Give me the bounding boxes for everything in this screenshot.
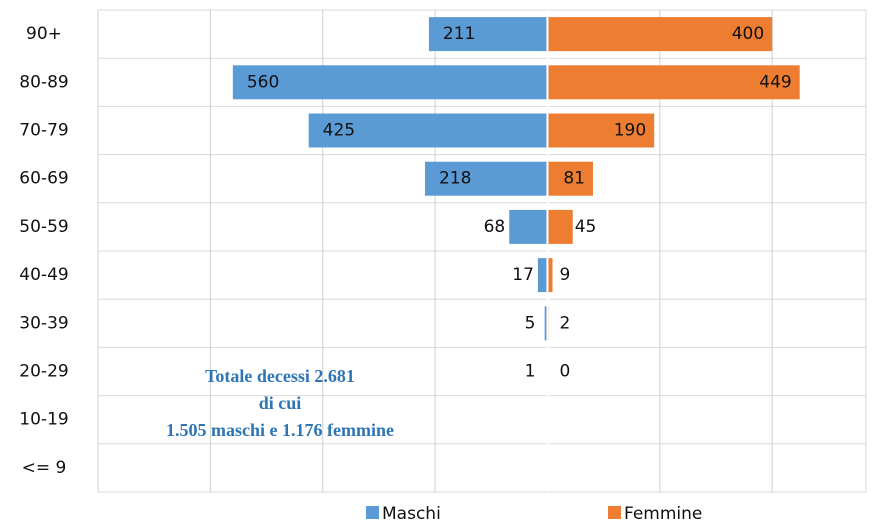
y-tick-label: 10-19 (19, 410, 68, 430)
bar (537, 258, 548, 293)
annotation: Totale decessi 2.681 (205, 366, 355, 386)
bar (308, 113, 548, 148)
data-label: 190 (614, 121, 646, 141)
bar (428, 17, 548, 52)
bar (544, 306, 548, 341)
data-label: 218 (439, 169, 471, 189)
bar (232, 65, 548, 100)
legend-swatch (366, 506, 379, 519)
y-tick-label: 20-29 (19, 362, 68, 382)
legend-label: Femmine (624, 504, 702, 524)
bar (547, 258, 553, 293)
data-label: 81 (563, 169, 585, 189)
bar (547, 209, 573, 244)
bar (547, 113, 655, 148)
y-tick-label: 90+ (26, 24, 62, 44)
data-label: 45 (575, 217, 597, 237)
data-label: 560 (247, 72, 279, 92)
legend-swatch (608, 506, 621, 519)
data-label: 68 (484, 217, 506, 237)
data-label: 17 (512, 265, 534, 285)
data-label: 0 (559, 362, 570, 382)
y-tick-label: <= 9 (22, 458, 67, 478)
annotation: di cui (259, 393, 302, 413)
data-label: 2 (559, 313, 570, 333)
y-tick-label: 40-49 (19, 265, 68, 285)
bar (424, 161, 548, 196)
data-label: 1 (525, 362, 536, 382)
bar (547, 65, 800, 100)
data-label: 400 (732, 24, 764, 44)
data-label: 211 (443, 24, 475, 44)
y-tick-label: 70-79 (19, 121, 68, 141)
y-tick-label: 30-39 (19, 313, 68, 333)
annotation: 1.505 maschi e 1.176 femmine (166, 420, 394, 440)
y-tick-label: 60-69 (19, 169, 68, 189)
data-label: 5 (525, 313, 536, 333)
data-label: 449 (759, 72, 791, 92)
bar (547, 161, 593, 196)
y-tick-label: 50-59 (19, 217, 68, 237)
bar (509, 209, 548, 244)
data-label: 425 (323, 121, 355, 141)
legend-label: Maschi (382, 504, 441, 524)
y-tick-label: 80-89 (19, 72, 68, 92)
data-label: 9 (559, 265, 570, 285)
bar (547, 17, 773, 52)
